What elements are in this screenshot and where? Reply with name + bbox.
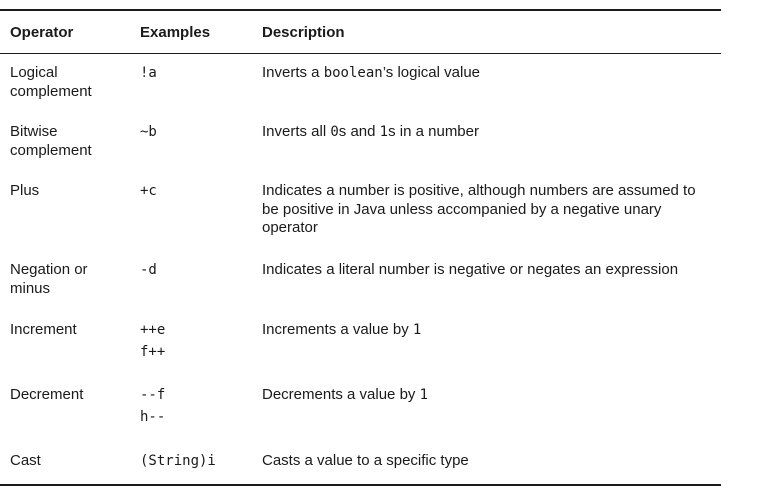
description-code: 0	[330, 124, 339, 140]
description-text: Inverts all	[262, 123, 331, 140]
operator-cell: Logical complement	[10, 64, 130, 101]
description-text: Casts a value to a specific type	[262, 452, 469, 469]
description-code: boolean	[323, 65, 383, 81]
operator-name-line: Increment	[10, 321, 77, 338]
example-code: h--	[140, 409, 166, 425]
operator-cell: Negation or minus	[10, 261, 130, 298]
examples-cell: --f h--	[140, 386, 255, 430]
example-code: f++	[140, 344, 166, 360]
description-text: Inverts a	[262, 64, 324, 81]
description-text: Decrements a value by	[262, 386, 420, 403]
operator-cell: Increment	[10, 321, 130, 340]
header-operator: Operator	[10, 24, 74, 41]
description-text: Increments a value by	[262, 321, 413, 338]
example-code: -d	[140, 262, 157, 278]
operator-name-line: minus	[10, 279, 51, 297]
example-code: !a	[140, 65, 157, 81]
examples-cell: !a	[140, 64, 255, 86]
description-code: 1	[412, 322, 422, 338]
description-text: Indicates a literal number is negative o…	[262, 261, 679, 278]
operator-cell: Decrement	[10, 386, 130, 405]
operator-name-line: complement	[10, 141, 92, 159]
operator-name-line: Plus	[10, 182, 40, 199]
description-text: s in a number	[388, 123, 479, 140]
operator-name-line: complement	[10, 82, 92, 100]
operator-cell: Plus	[10, 182, 130, 201]
description-text: Indicates a number is positive, although…	[262, 182, 696, 236]
examples-cell: +c	[140, 182, 255, 204]
operator-name-line: Decrement	[10, 386, 84, 403]
top-rule	[0, 9, 721, 11]
operator-name-line: Logical	[10, 64, 58, 81]
example-code: ~b	[140, 124, 157, 140]
description-cell: Casts a value to a specific type	[262, 452, 707, 471]
examples-cell: (String)i	[140, 452, 255, 474]
operator-name-line: Negation or	[10, 261, 88, 278]
examples-cell: -d	[140, 261, 255, 283]
example-code: ++e	[140, 322, 166, 338]
example-code: (String)i	[140, 453, 216, 469]
description-text: s and	[338, 123, 380, 140]
operator-cell: Bitwise complement	[10, 123, 130, 160]
description-cell: Indicates a literal number is negative o…	[262, 261, 707, 280]
description-cell: Inverts all 0s and 1s in a number	[262, 123, 707, 142]
examples-cell: ++e f++	[140, 321, 255, 365]
examples-cell: ~b	[140, 123, 255, 145]
description-code: 1	[419, 387, 429, 403]
example-code: --f	[140, 387, 166, 403]
description-code: 1	[379, 124, 389, 140]
table-body: Logical complement !a Inverts a boolean’s l…	[0, 54, 721, 482]
header-description: Description	[262, 24, 345, 41]
header-examples: Examples	[140, 24, 211, 41]
description-text: ’s logical value	[382, 64, 480, 81]
operator-cell: Cast	[10, 452, 130, 471]
example-code: +c	[140, 183, 157, 199]
operator-name-line: Cast	[10, 452, 41, 469]
description-cell: Inverts a boolean’s logical value	[262, 64, 707, 83]
description-cell: Increments a value by 1	[262, 321, 707, 340]
description-cell: Decrements a value by 1	[262, 386, 707, 405]
header-rule	[0, 53, 721, 54]
table-header: Operator Examples Description	[0, 11, 721, 53]
bottom-rule	[0, 484, 721, 486]
unary-operators-table: Operator Examples Description Logical com…	[0, 9, 721, 482]
operator-name-line: Bitwise	[10, 123, 58, 140]
description-cell: Indicates a number is positive, although…	[262, 182, 707, 238]
